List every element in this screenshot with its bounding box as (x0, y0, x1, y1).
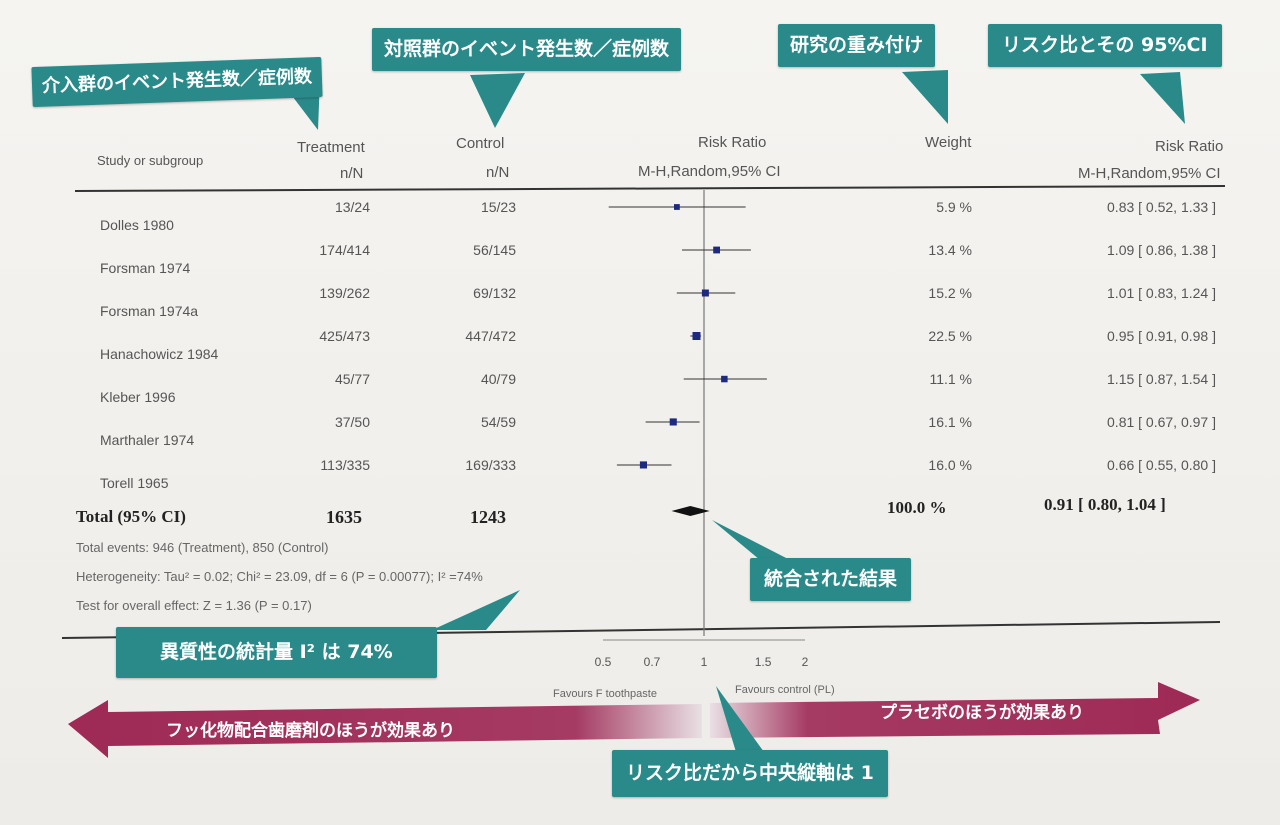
treatment-events: 174/414 (319, 242, 370, 258)
study-name: Forsman 1974 (100, 260, 191, 276)
study-name: Dolles 1980 (100, 217, 174, 233)
point-estimate (701, 289, 709, 297)
study-weight: 22.5 % (928, 328, 972, 344)
control-events: 56/145 (473, 242, 516, 258)
favours-left-label: Favours F toothpaste (553, 688, 657, 700)
control-events: 169/333 (465, 457, 516, 473)
footnote-heterogeneity: Heterogeneity: Tau² = 0.02; Chi² = 23.09… (76, 569, 483, 584)
header-study: Study or subgroup (97, 153, 204, 168)
study-risk-ratio: 0.66 [ 0.55, 0.80 ] (1107, 457, 1216, 473)
header-weight: Weight (925, 134, 972, 151)
header-treatment: Treatment (297, 139, 365, 156)
study-name: Torell 1965 (100, 475, 169, 491)
right-arrow-label: プラセボのほうが効果あり (880, 703, 1084, 723)
x-tick-label: 1.5 (754, 655, 772, 669)
study-risk-ratio: 0.95 [ 0.91, 0.98 ] (1107, 328, 1216, 344)
study-name: Hanachowicz 1984 (100, 346, 219, 362)
study-risk-ratio: 0.83 [ 0.52, 1.33 ] (1107, 199, 1216, 215)
study-name: Marthaler 1974 (100, 432, 195, 448)
header-risk-ratio: Risk Ratio (698, 134, 767, 151)
point-estimate (639, 461, 647, 469)
point-estimate (674, 204, 680, 210)
pointer-heterogeneity (432, 590, 520, 630)
total-control: 1243 (470, 507, 506, 527)
control-events: 40/79 (480, 371, 516, 387)
control-events: 447/472 (465, 328, 516, 344)
header-risk-ratio-right-sub: M-H,Random,95% CI (1078, 165, 1221, 182)
control-events: 69/132 (473, 285, 516, 301)
header-rule (74, 185, 1226, 192)
study-weight: 16.1 % (928, 414, 972, 430)
treatment-events: 425/473 (319, 328, 370, 344)
point-estimate (669, 418, 677, 426)
total-risk-ratio: 0.91 [ 0.80, 1.04 ] (1044, 495, 1166, 514)
pointer-weight (902, 70, 948, 124)
callout-pooled-result: 統合された結果 (750, 558, 912, 601)
header-treatment-sub: n/N (340, 165, 364, 182)
callout-risk-ratio-ci: リスク比とその 95%CI (988, 24, 1222, 67)
total-treatment: 1635 (326, 507, 362, 527)
study-weight: 15.2 % (928, 285, 972, 301)
control-events: 15/23 (480, 199, 516, 215)
study-risk-ratio: 1.15 [ 0.87, 1.54 ] (1107, 371, 1216, 387)
x-tick-label: 0.7 (643, 655, 661, 669)
control-events: 54/59 (480, 414, 516, 430)
pointer-center-axis (716, 686, 764, 752)
study-name: Forsman 1974a (100, 303, 199, 319)
pooled-diamond (671, 506, 710, 516)
study-risk-ratio: 0.81 [ 0.67, 0.97 ] (1107, 414, 1216, 430)
treatment-events: 13/24 (334, 199, 370, 215)
study-risk-ratio: 1.09 [ 0.86, 1.38 ] (1107, 242, 1216, 258)
footnote-overall-effect: Test for overall effect: Z = 1.36 (P = 0… (76, 598, 312, 613)
treatment-events: 113/335 (320, 457, 370, 473)
header-control-sub: n/N (486, 164, 510, 181)
favours-right-label: Favours control (PL) (735, 684, 835, 696)
pointer-pooled (712, 520, 790, 560)
treatment-events: 37/50 (334, 414, 370, 430)
header-risk-ratio-sub: M-H,Random,95% CI (638, 163, 781, 180)
header-control: Control (456, 135, 505, 152)
callout-center-axis: リスク比だから中央縦軸は 1 (612, 750, 888, 797)
forest-marks (608, 204, 767, 516)
point-estimate (721, 375, 728, 383)
treatment-events: 45/77 (334, 371, 370, 387)
left-arrow-band (68, 700, 702, 758)
total-weight: 100.0 % (887, 498, 947, 517)
study-weight: 13.4 % (928, 242, 972, 258)
point-estimate (692, 332, 701, 340)
study-risk-ratio: 1.01 [ 0.83, 1.24 ] (1107, 285, 1216, 301)
right-arrow-band (710, 682, 1200, 738)
pointer-control (470, 73, 525, 128)
study-weight: 16.0 % (928, 457, 972, 473)
callout-heterogeneity: 異質性の統計量 I² は 74% (116, 627, 437, 678)
header-risk-ratio-right: Risk Ratio (1155, 138, 1224, 155)
x-tick-label: 0.5 (594, 655, 612, 669)
study-name: Kleber 1996 (100, 389, 176, 405)
study-weight: 5.9 % (936, 199, 972, 215)
treatment-events: 139/262 (319, 285, 370, 301)
x-tick-label: 1 (700, 655, 708, 669)
study-weight: 11.1 % (929, 371, 972, 387)
pointer-rr (1140, 72, 1185, 124)
callout-control-events: 対照群のイベント発生数／症例数 (372, 28, 682, 71)
x-tick-label: 2 (801, 655, 809, 669)
point-estimate (713, 246, 720, 254)
footnote-events: Total events: 946 (Treatment), 850 (Cont… (76, 540, 329, 555)
callout-weighting: 研究の重み付け (778, 24, 936, 67)
total-label: Total (95% CI) (76, 507, 186, 526)
left-arrow-label: フッ化物配合歯磨剤のほうが効果あり (166, 721, 455, 741)
